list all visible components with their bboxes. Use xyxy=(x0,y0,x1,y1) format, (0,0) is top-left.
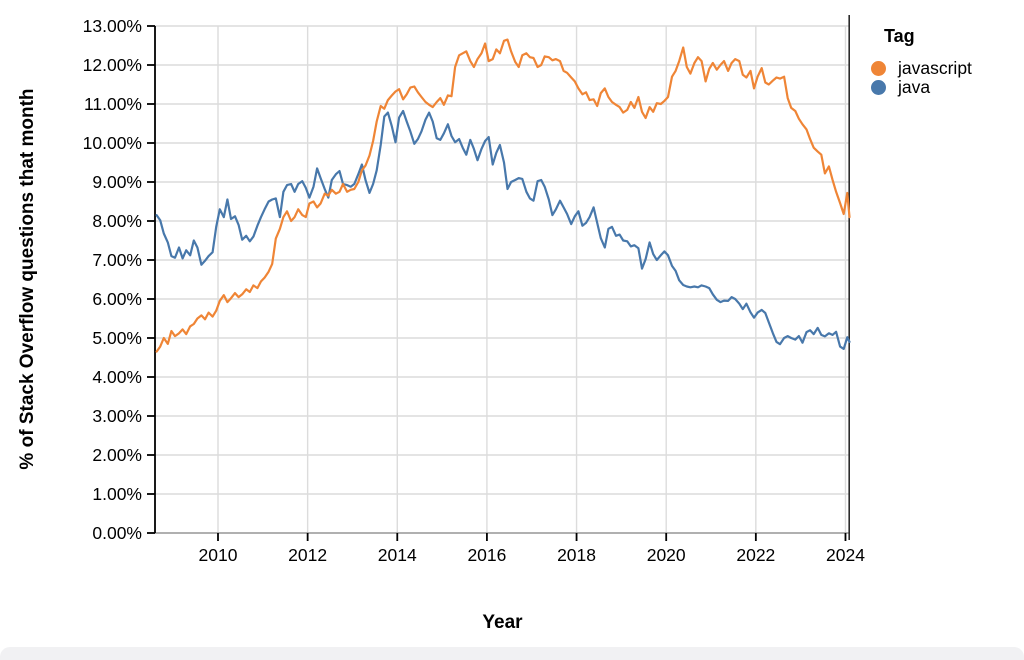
legend-label-java: java xyxy=(898,77,931,97)
y-tick-label: 1.00% xyxy=(92,484,142,504)
y-tick-label: 7.00% xyxy=(92,250,142,270)
javascript-series-swatch-icon xyxy=(871,61,886,76)
x-tick-label: 2022 xyxy=(736,545,775,565)
y-tick-label: 5.00% xyxy=(92,328,142,348)
x-tick-label: 2024 xyxy=(826,545,865,565)
y-tick-label: 12.00% xyxy=(83,55,142,75)
x-tick-label: 2014 xyxy=(378,545,417,565)
java-series-swatch-icon xyxy=(871,80,886,95)
x-tick-label: 2012 xyxy=(288,545,327,565)
y-axis-title: % of Stack Overflow questions that month xyxy=(17,88,38,470)
x-tick-label: 2018 xyxy=(557,545,596,565)
x-tick-label: 2010 xyxy=(199,545,238,565)
y-tick-label: 3.00% xyxy=(92,406,142,426)
x-axis-title: Year xyxy=(482,612,523,633)
y-tick-label: 4.00% xyxy=(92,367,142,387)
legend-item-javascript: javascript xyxy=(871,58,972,78)
y-tick-label: 0.00% xyxy=(92,523,142,543)
y-tick-label: 6.00% xyxy=(92,289,142,309)
y-tick-label: 2.00% xyxy=(92,445,142,465)
legend-label-javascript: javascript xyxy=(898,58,972,78)
y-tick-label: 9.00% xyxy=(92,172,142,192)
javascript-series-line xyxy=(155,38,851,353)
java-series-line xyxy=(155,109,851,350)
y-tick-label: 13.00% xyxy=(83,16,142,36)
x-tick-label: 2016 xyxy=(467,545,506,565)
y-tick-label: 8.00% xyxy=(92,211,142,231)
legend-title: Tag xyxy=(884,26,915,46)
y-tick-label: 11.00% xyxy=(84,94,142,114)
window-edge-strip xyxy=(0,647,1024,660)
legend-item-java: java xyxy=(871,77,972,97)
y-tick-label: 10.00% xyxy=(83,133,142,153)
legend: Tag javascript java xyxy=(871,26,972,97)
x-tick-label: 2020 xyxy=(647,545,686,565)
